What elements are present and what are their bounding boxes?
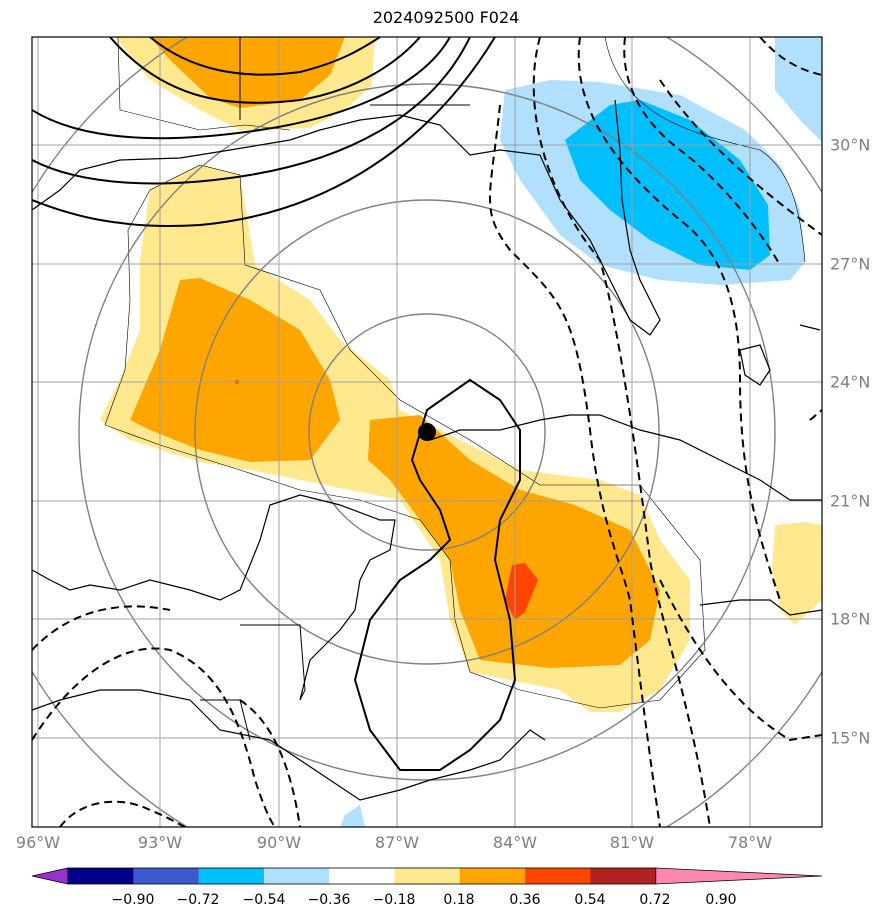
colorbar-tick-label: −0.54 [242, 892, 286, 908]
lon-label: 90°W [256, 833, 302, 852]
lat-label: 15°N [830, 728, 871, 748]
lat-label: 24°N [830, 372, 871, 392]
graticule [32, 37, 822, 827]
lon-label: 84°W [492, 833, 538, 852]
colorbar-tick-label: 0.18 [443, 892, 475, 908]
positive-anomaly-shading [100, 37, 822, 712]
colorbar-tick-label: 0.72 [639, 892, 671, 908]
lon-label: 78°W [727, 833, 773, 852]
colorbar-tick-label: −0.90 [111, 892, 155, 908]
colorbar-tick-label: 0.90 [705, 892, 737, 908]
map-title: 2024092500 F024 [372, 8, 520, 27]
lat-label: 27°N [830, 254, 871, 274]
lat-label: 18°N [830, 609, 871, 629]
colorbar-tick-label: 0.54 [574, 892, 606, 908]
storm-center-marker [418, 423, 436, 441]
coastlines [32, 99, 822, 801]
colorbar-tick-label: −0.36 [307, 892, 351, 908]
negative-anomaly-shading [340, 37, 822, 827]
lon-label: 87°W [374, 833, 420, 852]
lat-label: 21°N [830, 491, 871, 511]
lon-label: 93°W [137, 833, 183, 852]
colorbar-tick-label: −0.18 [372, 892, 416, 908]
lon-label: 81°W [609, 833, 655, 852]
map-frame [31, 36, 823, 828]
lat-label: 30°N [830, 135, 871, 155]
colorbar-tick-label: −0.72 [176, 892, 220, 908]
distance-rings [32, 37, 822, 827]
dashed-contours [32, 37, 822, 827]
colorbar-tick-label: 0.36 [509, 892, 541, 908]
solid-contours [32, 37, 521, 771]
lon-label: 96°W [15, 833, 61, 852]
